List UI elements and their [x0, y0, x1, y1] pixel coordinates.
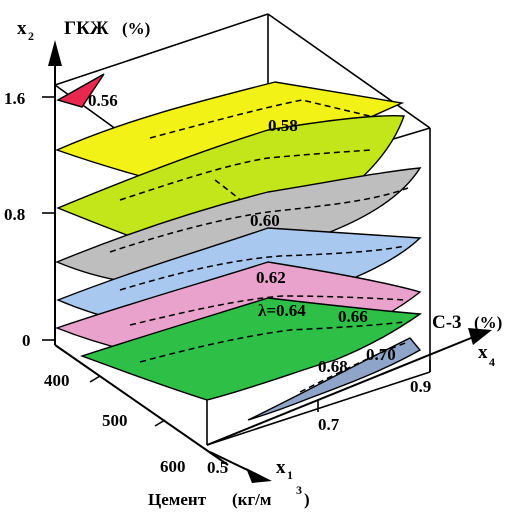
surface-label: 0.62 — [256, 268, 286, 287]
tick-marks — [42, 96, 431, 427]
surface-label: 0.70 — [366, 345, 396, 364]
x1-axis-unit-suffix: ) — [304, 490, 310, 509]
x2-axis-name: ГКЖ — [64, 18, 109, 39]
x4-tick-label: 0.7 — [318, 415, 340, 434]
surface-label: 0.56 — [88, 91, 118, 110]
surface-green — [79, 297, 422, 401]
x2-arrow-head — [48, 40, 62, 66]
surface-label: 0.60 — [250, 211, 280, 230]
x4-axis-symbol: x — [478, 342, 488, 363]
x4-arrow-head — [468, 328, 492, 345]
x1-arrow-head — [246, 468, 272, 483]
x2-tick-label: 0.8 — [4, 205, 25, 224]
x4-axis-name: С-3 — [432, 312, 462, 333]
x1-tick-label: 500 — [102, 411, 128, 430]
x2-tick-label: 1.6 — [4, 89, 25, 108]
x1-axis-subscript: 1 — [287, 468, 293, 482]
x1-axis-name: Цемент — [148, 490, 207, 509]
x4-axis-unit: (%) — [474, 313, 502, 332]
surface-bluegray — [247, 337, 422, 421]
x1-axis-symbol: x — [276, 457, 286, 478]
surface-label: 0.58 — [268, 116, 298, 135]
surface-label: 0.66 — [338, 307, 368, 326]
x1-axis-unit-superscript: 3 — [296, 483, 302, 497]
x2-axis-subscript: 2 — [28, 29, 34, 43]
x2-tick-label: 0 — [22, 331, 31, 350]
surface-label: 0.68 — [318, 357, 348, 376]
x2-axis-symbol: x — [17, 18, 27, 39]
x1-tick-label: 600 — [160, 457, 186, 476]
x2-axis-unit: (%) — [122, 19, 150, 38]
x1-tick-label: 400 — [44, 371, 70, 390]
surface-label: λ=0.64 — [258, 301, 306, 320]
x4-tick-label: 0.9 — [410, 377, 431, 396]
surface-red — [56, 73, 105, 108]
x4-tick-label: 0.5 — [207, 458, 228, 477]
x4-axis-subscript: 4 — [489, 355, 495, 369]
x1-axis-unit-prefix: (кг/м — [232, 490, 272, 509]
axes — [48, 40, 492, 483]
